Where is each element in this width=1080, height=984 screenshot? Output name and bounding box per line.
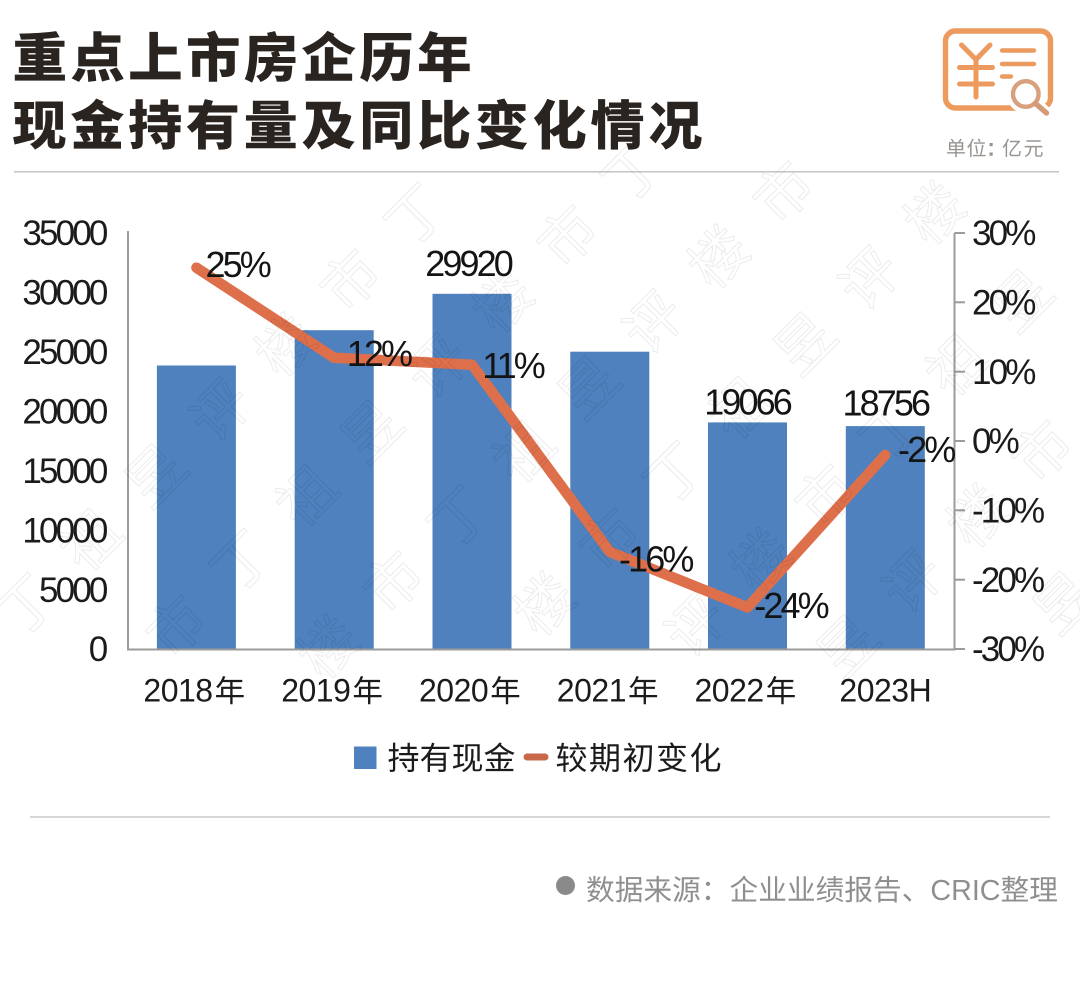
svg-text:30000: 30000 [22,274,107,313]
svg-text:2023H: 2023H [839,672,931,708]
svg-text:2020: 2020 [419,672,488,708]
svg-text:25000: 25000 [22,333,107,372]
svg-text:30%: 30% [972,214,1035,253]
svg-text:15000: 15000 [22,452,107,491]
svg-text:-2%: -2% [898,429,955,470]
svg-text:-16%: -16% [619,539,693,580]
svg-text:2021: 2021 [557,672,626,708]
svg-text:-24%: -24% [754,585,828,626]
svg-text:12%: 12% [347,333,412,374]
svg-text:2019: 2019 [281,672,350,708]
svg-text:11%: 11% [482,345,545,386]
svg-text:10%: 10% [972,353,1035,392]
svg-text:25%: 25% [206,244,271,285]
svg-text:-30%: -30% [972,630,1044,669]
svg-text:10000: 10000 [22,511,107,550]
svg-text:18756: 18756 [843,383,930,424]
svg-text:20000: 20000 [22,393,107,432]
svg-text:CRIC: CRIC [930,875,1000,907]
svg-text:0: 0 [89,630,108,669]
svg-text:29920: 29920 [425,243,512,284]
svg-text:-20%: -20% [972,561,1044,600]
svg-text:2018: 2018 [143,672,212,708]
svg-text:0%: 0% [972,422,1019,461]
svg-text:2022: 2022 [695,672,764,708]
svg-text:5000: 5000 [39,571,108,610]
svg-text:35000: 35000 [22,214,107,253]
